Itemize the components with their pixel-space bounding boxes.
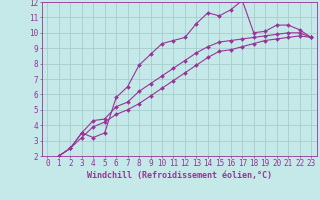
X-axis label: Windchill (Refroidissement éolien,°C): Windchill (Refroidissement éolien,°C) xyxy=(87,171,272,180)
